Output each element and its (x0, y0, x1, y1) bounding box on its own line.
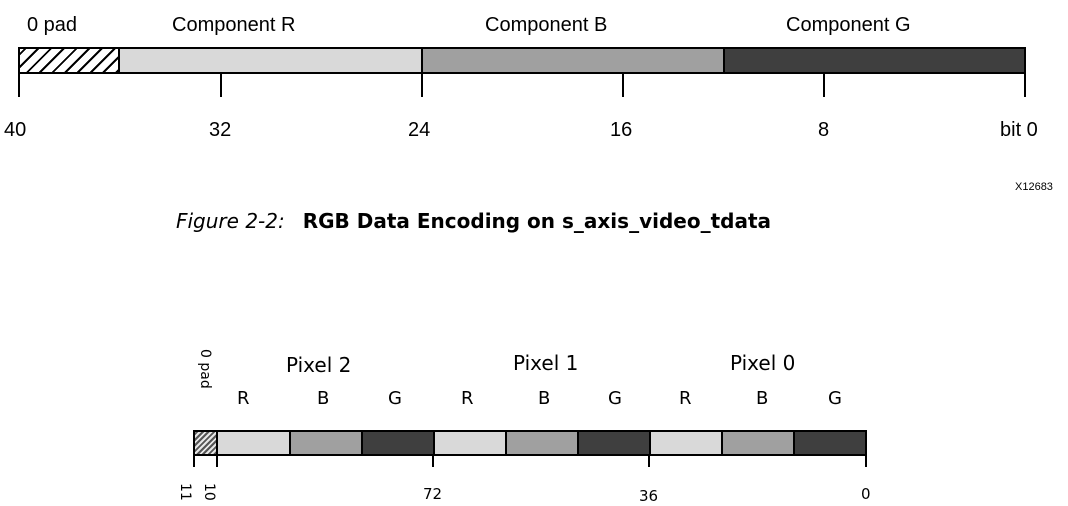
tick-mark (216, 455, 218, 467)
caption-title: RGB Data Encoding on s_axis_video_tdata (302, 209, 772, 233)
pixel-label: Pixel 2 (286, 353, 352, 377)
tick-label: 16 (610, 119, 633, 141)
component-b-segment (423, 49, 725, 72)
tick-mark (421, 73, 423, 97)
component-letter: B (538, 388, 551, 409)
tick-label: 0 (861, 485, 871, 503)
component-letter: B (317, 388, 330, 409)
component-letter: R (679, 388, 692, 409)
component-letter: G (828, 388, 842, 409)
g-segment (579, 432, 651, 454)
tick-label-rotated: 11 (177, 483, 193, 501)
tick-mark (648, 455, 650, 467)
bit-field-bar (18, 47, 1026, 74)
component-letter: R (237, 388, 250, 409)
tick-mark (193, 455, 195, 467)
b-segment (723, 432, 795, 454)
g-segment (795, 432, 865, 454)
r-segment (218, 432, 291, 454)
component-r-segment (120, 49, 423, 72)
pixel-label: Pixel 1 (513, 351, 579, 375)
b-segment (507, 432, 579, 454)
component-b-label: Component B (485, 14, 608, 36)
tick-label: 36 (639, 487, 659, 505)
pad-segment (20, 49, 120, 72)
tick-mark (823, 73, 825, 97)
component-letter: G (608, 388, 622, 409)
figure-caption: Figure 2-2: RGB Data Encoding on s_axis_v… (176, 209, 771, 233)
tick-mark (1024, 73, 1026, 97)
tick-mark (18, 73, 20, 97)
tick-label: 32 (209, 119, 232, 141)
tick-label-rotated: 10 (201, 483, 217, 501)
component-letter: G (388, 388, 402, 409)
tick-mark (220, 73, 222, 97)
tick-label: 72 (423, 485, 443, 503)
g-segment (363, 432, 435, 454)
caption-prefix: Figure 2-2: (176, 209, 285, 233)
tick-mark (622, 73, 624, 97)
pixel-label: Pixel 0 (730, 351, 796, 375)
tick-label: 40 (4, 119, 27, 141)
pad-segment (195, 432, 218, 454)
tick-mark (432, 455, 434, 467)
component-letter: B (756, 388, 769, 409)
tick-label: bit 0 (1000, 119, 1038, 141)
b-segment (291, 432, 363, 454)
component-r-label: Component R (172, 14, 296, 36)
r-segment (651, 432, 723, 454)
pad-label: 0 pad (27, 14, 78, 36)
r-segment (435, 432, 507, 454)
component-letter: R (461, 388, 474, 409)
component-g-label: Component G (786, 14, 911, 36)
pixel-bit-bar (193, 430, 867, 456)
tick-mark (865, 455, 867, 467)
tick-label: 8 (818, 119, 830, 141)
figure-id-code: X12683 (1015, 181, 1053, 193)
component-g-segment (725, 49, 1024, 72)
pad-label-rotated: 0 pad (197, 349, 213, 389)
tick-label: 24 (408, 119, 431, 141)
